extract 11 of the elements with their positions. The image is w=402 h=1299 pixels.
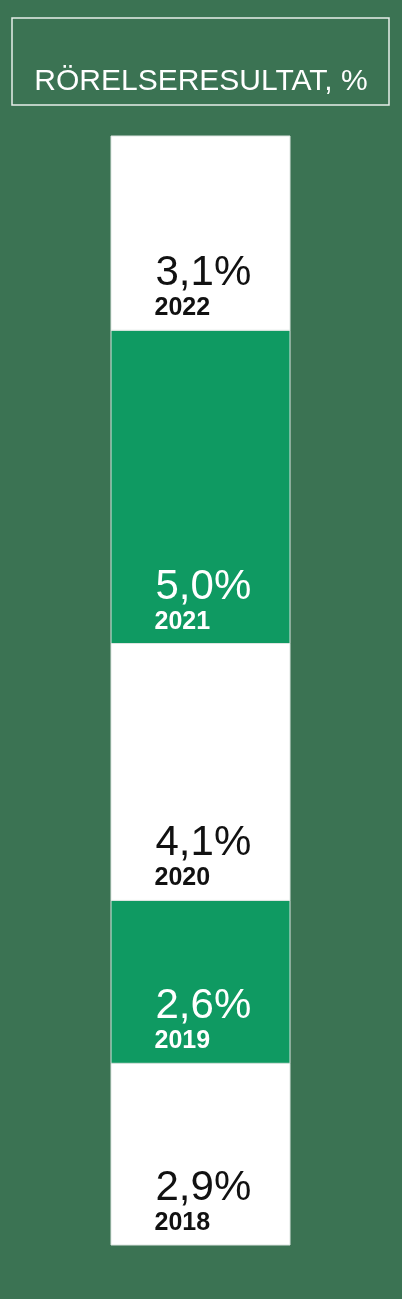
series-label: 2022	[154, 292, 211, 321]
data-label: 2,9%	[155, 1162, 252, 1209]
series-label: 2019	[154, 1025, 211, 1054]
chart-title: RÖRELSERESULTAT, %	[34, 63, 368, 96]
data-label: 4,1%	[155, 817, 252, 865]
series-label: 2018	[154, 1207, 211, 1235]
data-label: 5,0%	[155, 560, 252, 608]
data-label: 3,1%	[155, 247, 252, 295]
series-label: 2021	[154, 605, 211, 634]
data-label: 2,6%	[155, 980, 252, 1028]
series-label: 2020	[154, 862, 211, 891]
